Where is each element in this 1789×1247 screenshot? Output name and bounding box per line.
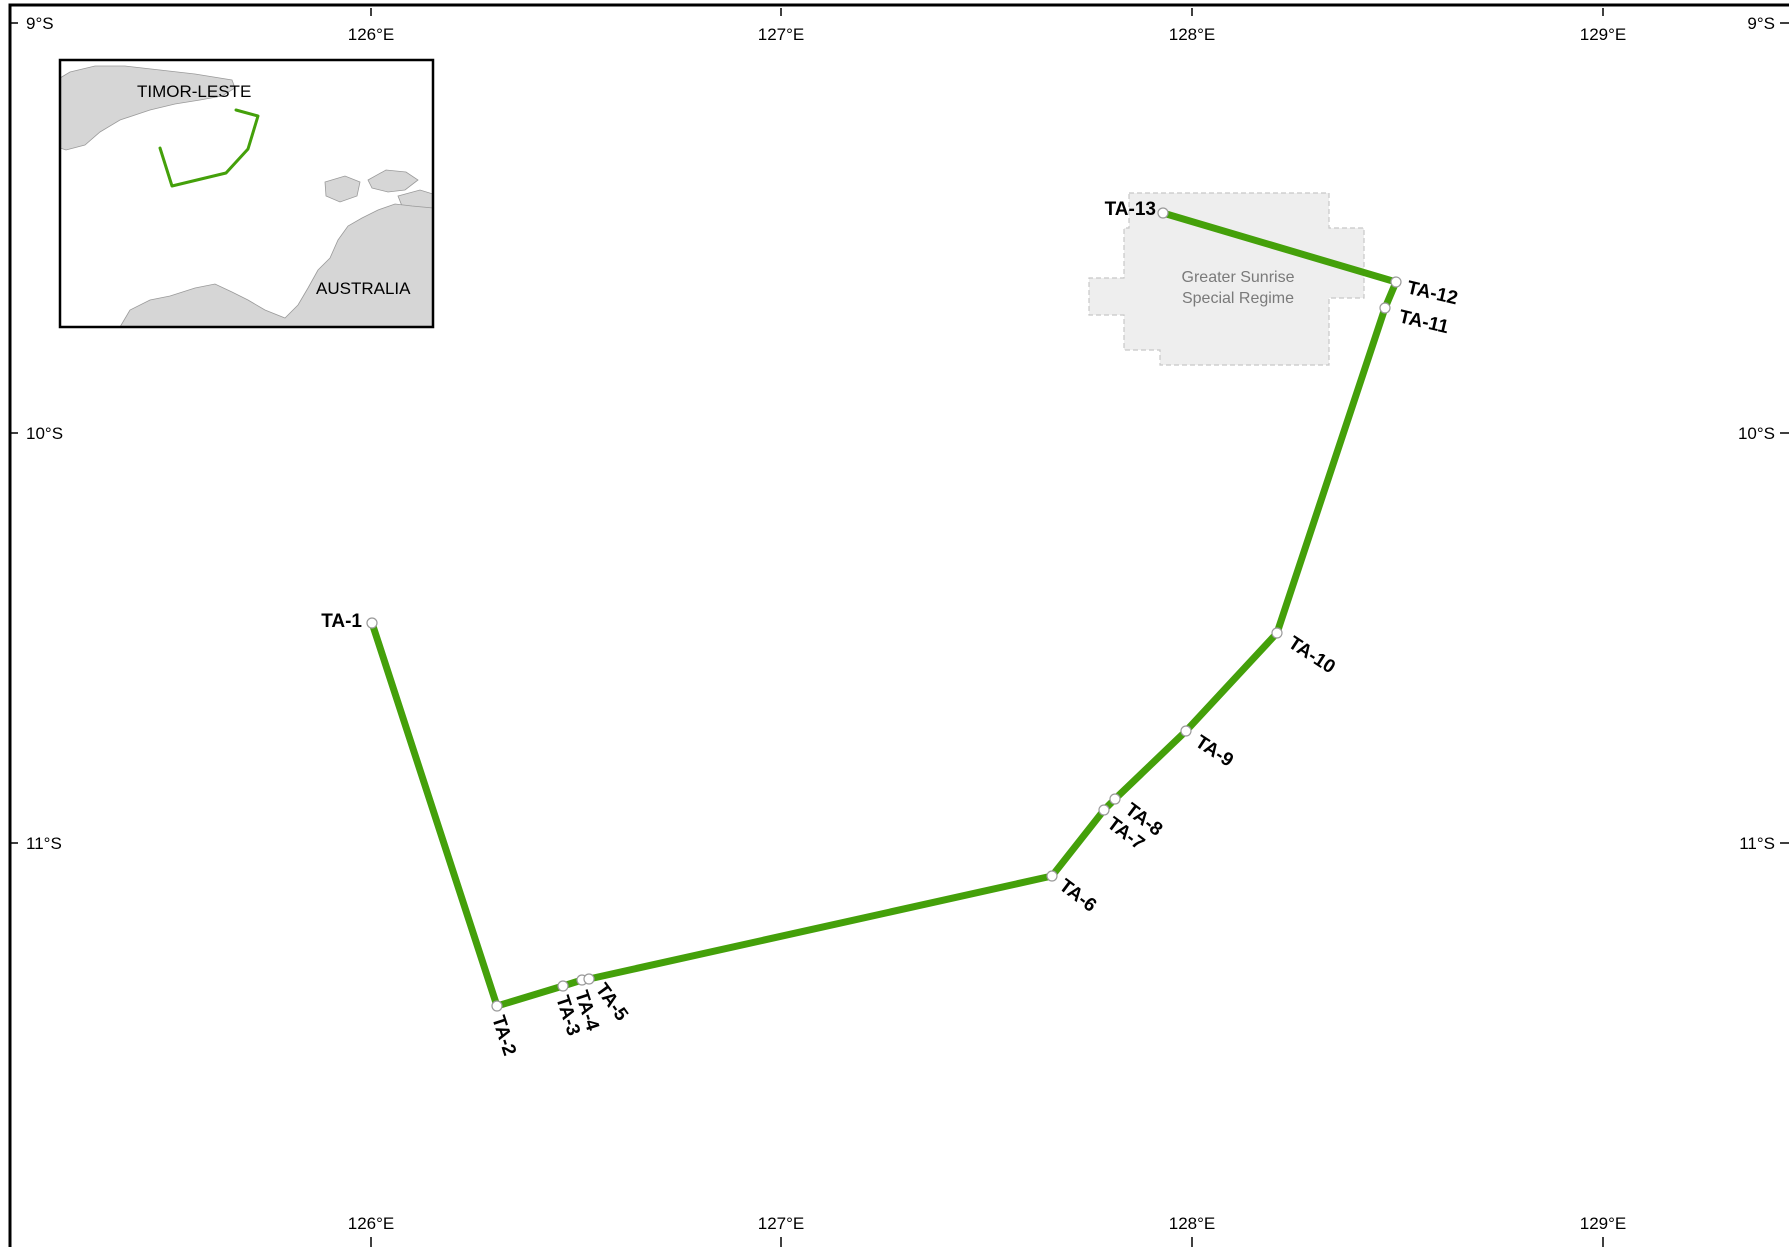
point-ta-2 xyxy=(491,1000,503,1012)
regime-label-line2: Special Regime xyxy=(1182,290,1294,307)
lon-label-bottom-128: 128°E xyxy=(1169,1214,1216,1233)
point-ta-1 xyxy=(366,617,378,629)
inset-timor-leste-label: TIMOR-LESTE xyxy=(137,82,251,101)
point-ta-3 xyxy=(557,980,569,992)
label-ta-11: TA-11 xyxy=(1397,306,1451,338)
point-ta-13 xyxy=(1157,207,1169,219)
label-ta-13: TA-13 xyxy=(1105,199,1156,220)
inset-australia-label: AUSTRALIA xyxy=(316,279,411,298)
label-ta-12: TA-12 xyxy=(1405,277,1460,309)
lon-label-top-129: 129°E xyxy=(1580,25,1627,44)
lat-label-right-11: 11°S xyxy=(1739,834,1775,853)
lat-label-right-9: 9°S xyxy=(1747,14,1775,33)
lon-label-bottom-126: 126°E xyxy=(348,1214,395,1233)
point-ta-12 xyxy=(1390,276,1402,288)
graticule-ticks xyxy=(10,8,1789,1247)
point-ta-5 xyxy=(583,973,595,985)
point-ta-9 xyxy=(1180,725,1192,737)
point-ta-6 xyxy=(1046,870,1058,882)
lon-label-bottom-127: 127°E xyxy=(758,1214,805,1233)
label-ta-2: TA-2 xyxy=(487,1013,520,1058)
inset-map: TIMOR-LESTE AUSTRALIA xyxy=(58,58,435,329)
lon-label-top-128: 128°E xyxy=(1169,25,1216,44)
lon-label-bottom-129: 129°E xyxy=(1580,1214,1627,1233)
point-ta-11 xyxy=(1379,302,1391,314)
label-ta-1: TA-1 xyxy=(321,611,362,632)
greater-sunrise-special-regime: Greater Sunrise Special Regime xyxy=(1088,192,1365,366)
map-frame-border xyxy=(8,3,1789,1247)
lat-label-left-11: 11°S xyxy=(26,834,62,853)
regime-label-line1: Greater Sunrise xyxy=(1182,269,1295,286)
lat-label-left-9: 9°S xyxy=(26,14,54,33)
label-ta-9: TA-9 xyxy=(1191,732,1237,772)
inset-australia-land xyxy=(119,203,433,327)
lon-label-top-127: 127°E xyxy=(758,25,805,44)
lon-label-top-126: 126°E xyxy=(348,25,395,44)
lat-label-right-10: 10°S xyxy=(1738,424,1775,443)
point-ta-10 xyxy=(1271,627,1283,639)
label-ta-6: TA-6 xyxy=(1055,875,1100,916)
regime-polygon xyxy=(1088,192,1365,366)
inset-timor-island xyxy=(60,65,236,151)
point-ta-7 xyxy=(1098,804,1110,816)
lat-label-left-10: 10°S xyxy=(26,424,63,443)
turning-points xyxy=(366,207,1402,1012)
inset-boundary-line xyxy=(158,108,260,188)
point-ta-8 xyxy=(1109,793,1121,805)
inset-islands-east xyxy=(324,169,433,213)
label-ta-10: TA-10 xyxy=(1284,633,1339,679)
inset-border xyxy=(58,58,435,329)
